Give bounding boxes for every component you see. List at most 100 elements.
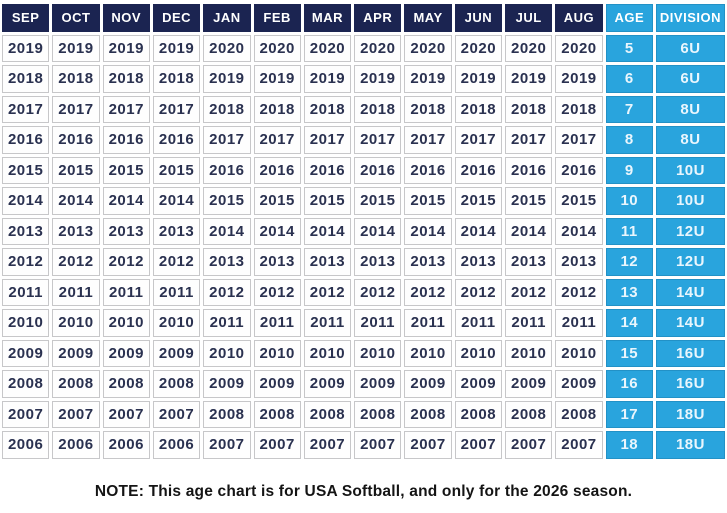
year-cell: 2015 bbox=[203, 187, 251, 215]
year-cell: 2007 bbox=[505, 431, 553, 459]
year-cell: 2016 bbox=[2, 126, 50, 154]
year-cell: 2015 bbox=[303, 187, 352, 215]
year-cell: 2013 bbox=[404, 248, 452, 276]
year-cell: 2017 bbox=[303, 126, 352, 154]
year-cell: 2008 bbox=[505, 400, 553, 428]
year-cell: 2010 bbox=[555, 339, 603, 367]
year-cell: 2014 bbox=[203, 217, 251, 245]
year-cell: 2008 bbox=[52, 370, 100, 398]
year-cell: 2019 bbox=[555, 65, 603, 93]
age-cell: 13 bbox=[605, 278, 653, 306]
year-cell: 2015 bbox=[404, 187, 452, 215]
age-cell: 7 bbox=[605, 95, 653, 123]
year-cell: 2014 bbox=[152, 187, 201, 215]
year-cell: 2011 bbox=[454, 309, 503, 337]
year-cell: 2009 bbox=[102, 339, 150, 367]
year-cell: 2008 bbox=[454, 400, 503, 428]
year-cell: 2019 bbox=[354, 65, 402, 93]
year-cell: 2006 bbox=[152, 431, 201, 459]
year-cell: 2010 bbox=[102, 309, 150, 337]
year-cell: 2007 bbox=[152, 400, 201, 428]
division-cell: 18U bbox=[655, 400, 725, 428]
age-table-header: SEP OCT NOV DEC JAN FEB MAR APR MAY JUN JUL AUG AGE D… bbox=[2, 4, 725, 32]
year-cell: 2018 bbox=[253, 95, 301, 123]
division-cell: 16U bbox=[655, 370, 725, 398]
table-row: 2009 2009 2009 2009 2010 2010 2010 2010 2010 2010… bbox=[2, 339, 725, 367]
year-cell: 2006 bbox=[52, 431, 100, 459]
year-cell: 2014 bbox=[404, 217, 452, 245]
year-cell: 2008 bbox=[2, 370, 50, 398]
year-cell: 2011 bbox=[404, 309, 452, 337]
division-cell: 6U bbox=[655, 34, 725, 62]
column-header-aug: AUG bbox=[555, 4, 603, 32]
year-cell: 2020 bbox=[253, 34, 301, 62]
year-cell: 2013 bbox=[555, 248, 603, 276]
year-cell: 2006 bbox=[2, 431, 50, 459]
year-cell: 2014 bbox=[253, 217, 301, 245]
year-cell: 2020 bbox=[354, 34, 402, 62]
table-row: 2016 2016 2016 2016 2017 2017 2017 2017 2017 2017… bbox=[2, 126, 725, 154]
division-cell: 12U bbox=[655, 217, 725, 245]
year-cell: 2018 bbox=[454, 95, 503, 123]
year-cell: 2018 bbox=[2, 65, 50, 93]
year-cell: 2017 bbox=[52, 95, 100, 123]
year-cell: 2017 bbox=[454, 126, 503, 154]
year-cell: 2014 bbox=[102, 187, 150, 215]
year-cell: 2011 bbox=[2, 278, 50, 306]
table-row: 2019 2019 2019 2019 2020 2020 2020 2020 2020 2020… bbox=[2, 34, 725, 62]
year-cell: 2008 bbox=[555, 400, 603, 428]
year-cell: 2019 bbox=[102, 34, 150, 62]
table-row: 2007 2007 2007 2007 2008 2008 2008 2008 2008 2008… bbox=[2, 400, 725, 428]
year-cell: 2010 bbox=[454, 339, 503, 367]
year-cell: 2011 bbox=[203, 309, 251, 337]
division-cell: 10U bbox=[655, 187, 725, 215]
column-header-feb: FEB bbox=[253, 4, 301, 32]
year-cell: 2020 bbox=[555, 34, 603, 62]
year-cell: 2019 bbox=[203, 65, 251, 93]
year-cell: 2013 bbox=[152, 217, 201, 245]
year-cell: 2013 bbox=[102, 217, 150, 245]
year-cell: 2013 bbox=[52, 217, 100, 245]
year-cell: 2019 bbox=[52, 34, 100, 62]
year-cell: 2014 bbox=[555, 217, 603, 245]
year-cell: 2013 bbox=[505, 248, 553, 276]
column-header-sep: SEP bbox=[2, 4, 50, 32]
year-cell: 2011 bbox=[354, 309, 402, 337]
year-cell: 2016 bbox=[52, 126, 100, 154]
year-cell: 2011 bbox=[505, 309, 553, 337]
year-cell: 2014 bbox=[303, 217, 352, 245]
table-row: 2015 2015 2015 2015 2016 2016 2016 2016 2016 2016… bbox=[2, 156, 725, 184]
year-cell: 2014 bbox=[52, 187, 100, 215]
year-cell: 2010 bbox=[505, 339, 553, 367]
year-cell: 2010 bbox=[203, 339, 251, 367]
year-cell: 2010 bbox=[2, 309, 50, 337]
year-cell: 2009 bbox=[354, 370, 402, 398]
year-cell: 2017 bbox=[2, 95, 50, 123]
age-cell: 17 bbox=[605, 400, 653, 428]
year-cell: 2019 bbox=[505, 65, 553, 93]
year-cell: 2018 bbox=[354, 95, 402, 123]
table-row: 2014 2014 2014 2014 2015 2015 2015 2015 2015 2015… bbox=[2, 187, 725, 215]
year-cell: 2017 bbox=[505, 126, 553, 154]
age-table-body: 2019 2019 2019 2019 2020 2020 2020 2020 2020 2020… bbox=[2, 34, 725, 459]
year-cell: 2016 bbox=[102, 126, 150, 154]
year-cell: 2007 bbox=[253, 431, 301, 459]
year-cell: 2011 bbox=[303, 309, 352, 337]
age-cell: 5 bbox=[605, 34, 653, 62]
year-cell: 2007 bbox=[203, 431, 251, 459]
year-cell: 2012 bbox=[203, 278, 251, 306]
year-cell: 2012 bbox=[253, 278, 301, 306]
year-cell: 2012 bbox=[505, 278, 553, 306]
year-cell: 2018 bbox=[203, 95, 251, 123]
column-header-division: DIVISION bbox=[655, 4, 725, 32]
table-row: 2013 2013 2013 2013 2014 2014 2014 2014 2014 2014… bbox=[2, 217, 725, 245]
year-cell: 2007 bbox=[555, 431, 603, 459]
year-cell: 2011 bbox=[52, 278, 100, 306]
year-cell: 2020 bbox=[454, 34, 503, 62]
year-cell: 2019 bbox=[404, 65, 452, 93]
year-cell: 2010 bbox=[354, 339, 402, 367]
column-header-apr: APR bbox=[354, 4, 402, 32]
year-cell: 2008 bbox=[404, 400, 452, 428]
year-cell: 2008 bbox=[253, 400, 301, 428]
year-cell: 2012 bbox=[303, 278, 352, 306]
